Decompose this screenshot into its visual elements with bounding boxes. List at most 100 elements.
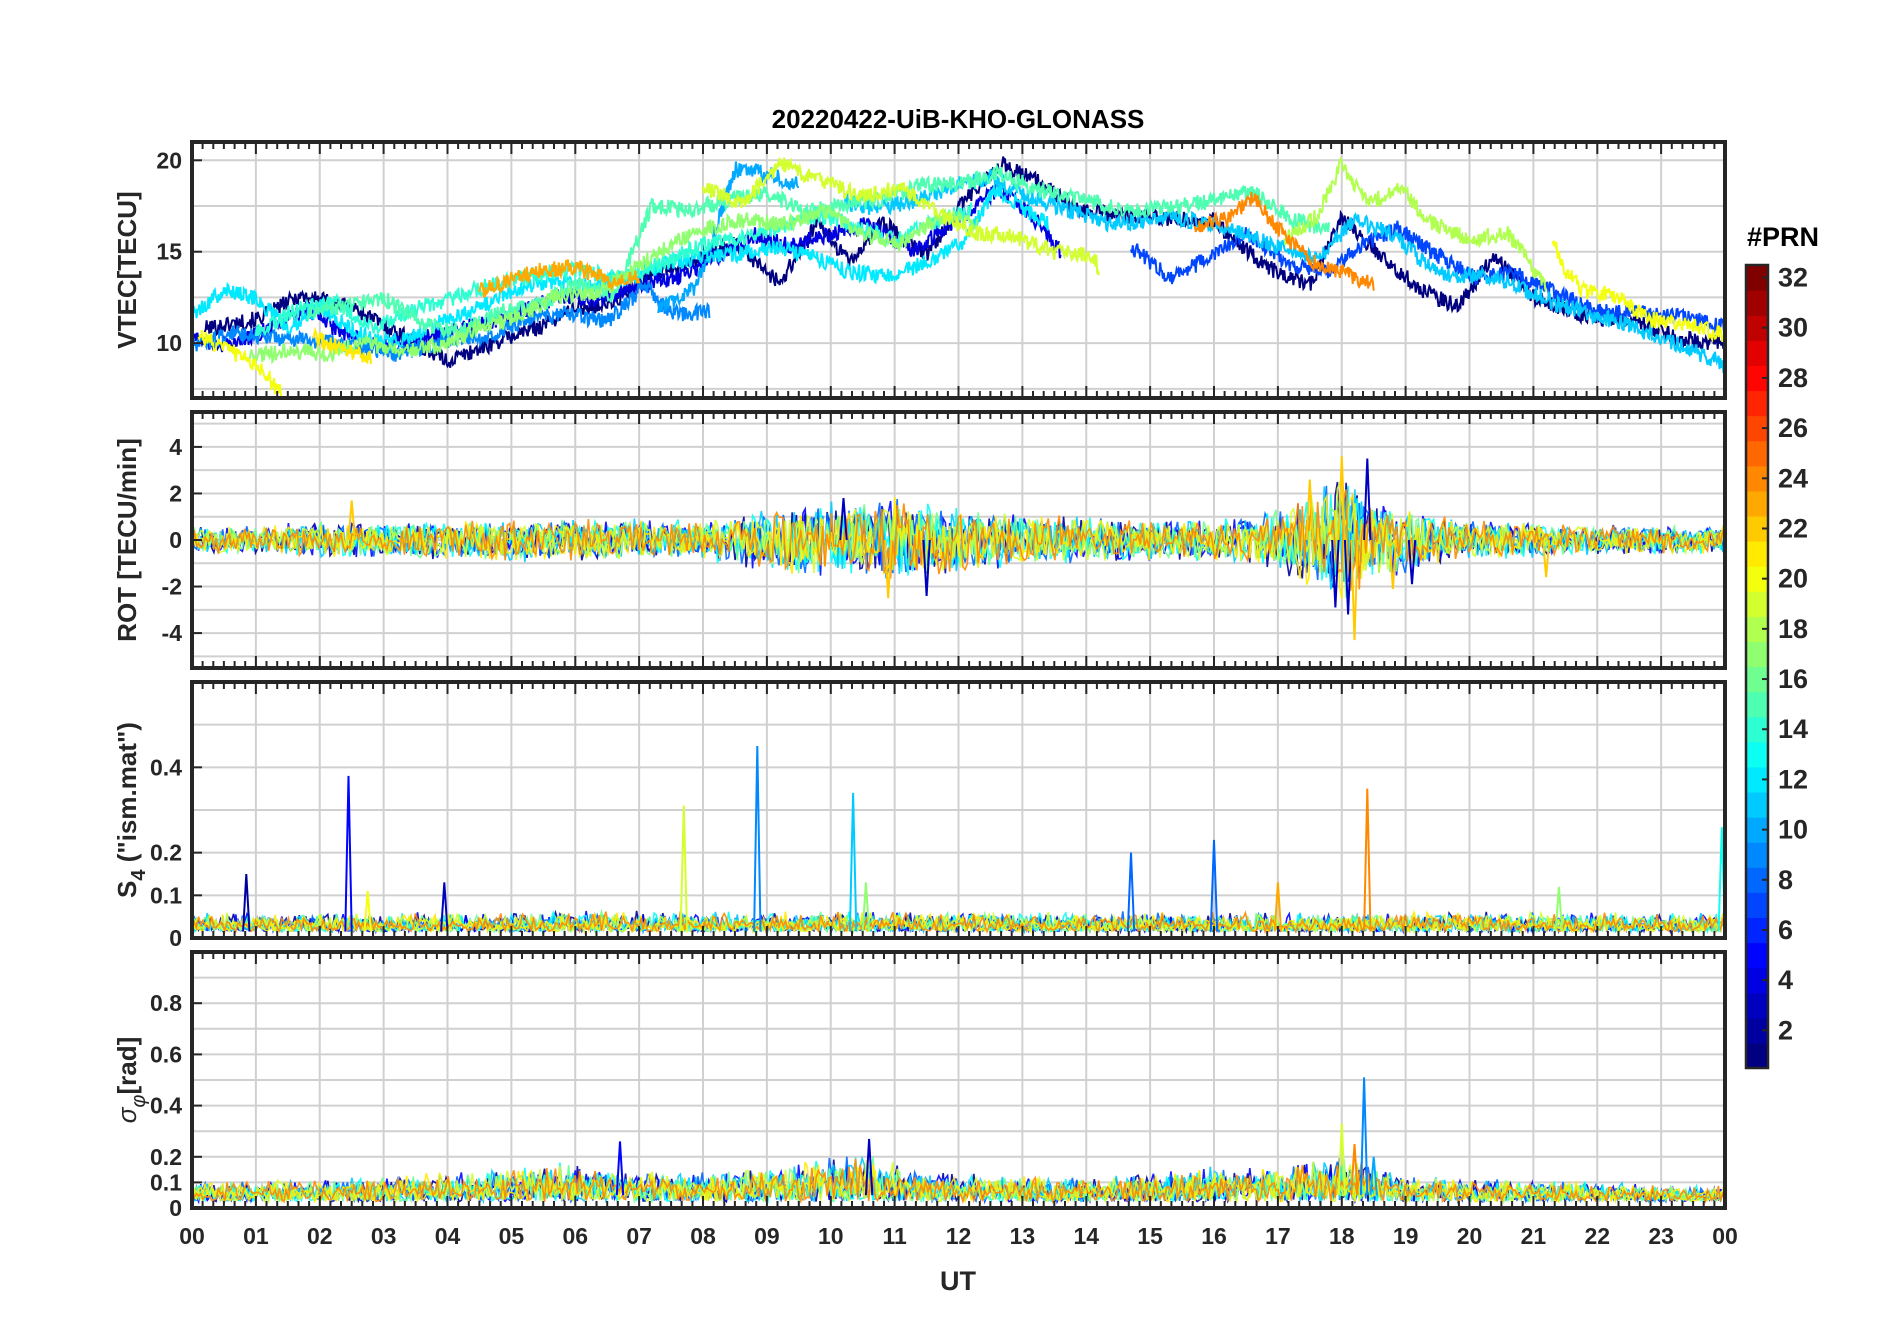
vtec-y-axis-label: VTEC[TECU] — [112, 191, 142, 348]
colorbar-tick-label: 32 — [1778, 263, 1808, 293]
y-tick-label: 0 — [169, 527, 182, 553]
rot-minor-ticks — [191, 412, 1726, 668]
x-tick-label: 12 — [946, 1223, 972, 1249]
rot-spike — [1388, 539, 1397, 589]
y-tick-label: 0.2 — [150, 1144, 182, 1170]
s4-spike — [1209, 839, 1219, 932]
colorbar-band — [1746, 290, 1768, 316]
colorbar-band — [1746, 691, 1768, 718]
colorbar-band — [1746, 942, 1768, 969]
x-tick-label: 21 — [1521, 1223, 1547, 1249]
y-tick-label: 0.8 — [150, 990, 182, 1016]
y-tick-label: 15 — [156, 239, 182, 265]
s4-spike — [1554, 886, 1564, 932]
colorbar-tick-label: 6 — [1778, 915, 1793, 945]
colorbar-band — [1746, 390, 1768, 417]
vtec-series-prn-24 — [1193, 191, 1375, 291]
colorbar-band — [1746, 440, 1768, 467]
s4-spike — [344, 775, 353, 932]
x-tick-label: 13 — [1010, 1223, 1036, 1249]
y-tick-label: 0.4 — [150, 754, 182, 780]
s4-spike — [440, 882, 449, 932]
colorbar-band — [1746, 641, 1768, 668]
colorbar-band — [1746, 817, 1768, 843]
y-tick-label: -2 — [162, 574, 182, 600]
rot-spike — [1305, 479, 1314, 541]
colorbar-tick-label: 14 — [1778, 714, 1808, 744]
sigma_phi-minor-ticks — [191, 952, 1726, 1208]
vtec-series-prn-19 — [702, 157, 1100, 276]
colorbar-tick-label: 18 — [1778, 614, 1808, 644]
colorbar-band — [1746, 741, 1768, 768]
s4-spike — [1363, 788, 1372, 932]
colorbar-band — [1746, 892, 1768, 919]
colorbar-tick-label: 22 — [1778, 513, 1808, 543]
sigma_phi-tick-marks — [191, 952, 1726, 1208]
vtec-series-prn-21 — [312, 326, 372, 365]
colorbar-frame — [1744, 263, 1770, 1070]
y-tick-label: 20 — [156, 147, 182, 173]
vtec-series-prn-23 — [478, 259, 641, 298]
x-tick-label: 10 — [818, 1223, 844, 1249]
x-tick-label: 02 — [307, 1223, 333, 1249]
s4-spike — [679, 805, 688, 932]
colorbar-band — [1746, 541, 1768, 567]
colorbar-band — [1746, 716, 1768, 743]
vtec-series-prn-12 — [192, 184, 1049, 351]
vtec-series-prn-14 — [254, 202, 973, 337]
rot-spike — [1542, 539, 1551, 578]
x-tick-label: 16 — [1201, 1223, 1227, 1249]
x-tick-label: 05 — [499, 1223, 525, 1249]
x-tick-label: 19 — [1393, 1223, 1419, 1249]
x-tick-label: 18 — [1329, 1223, 1355, 1249]
vtec-series-prn-17 — [248, 204, 979, 365]
x-tick-label: 08 — [690, 1223, 716, 1249]
rot-spike — [1350, 539, 1359, 641]
colorbar-band — [1746, 842, 1768, 868]
colorbar-band — [1746, 1017, 1768, 1044]
colorbar-band — [1746, 992, 1768, 1019]
rot-y-axis-label: ROT [TECU/min] — [112, 438, 142, 642]
rot-tick-marks — [191, 412, 1726, 668]
x-tick-label: 04 — [435, 1223, 461, 1249]
x-tick-label: 11 — [882, 1223, 907, 1249]
x-tick-label: 14 — [1073, 1223, 1099, 1249]
y-tick-label: 2 — [169, 480, 182, 506]
y-tick-label: 0.1 — [150, 882, 182, 908]
colorbar-band — [1746, 566, 1768, 592]
y-tick-label: 0.4 — [150, 1093, 182, 1119]
vtec-minor-ticks — [191, 142, 1726, 398]
x-tick-label: 01 — [243, 1223, 269, 1249]
chart-title: 20220422-UiB-KHO-GLONASS — [772, 104, 1145, 134]
rot-panel: -4 -2 0 2 4 ROT [TECU/min] — [112, 410, 1727, 670]
colorbar-title: #PRN — [1747, 222, 1819, 252]
sigma_phi-spike — [1350, 1143, 1359, 1196]
vtec-series-group — [192, 156, 1725, 398]
rot-spike — [922, 539, 931, 596]
colorbar-band — [1746, 315, 1768, 341]
s4-spike — [861, 882, 871, 932]
colorbar-band — [1746, 515, 1768, 542]
rot-series-group — [192, 456, 1725, 641]
s4-tick-marks — [191, 682, 1726, 938]
rot-spike — [1331, 539, 1340, 608]
colorbar-band — [1746, 265, 1768, 291]
rot-spike — [347, 500, 356, 541]
s4-panel: 0 0.1 0.2 0.4S4 ("ism.mat") — [112, 680, 1727, 951]
y-tick-label: 0.1 — [150, 1169, 182, 1195]
rot-spike — [1337, 456, 1346, 541]
y-tick-label: 0 — [169, 925, 182, 951]
colorbar-tick-label: 20 — [1778, 564, 1808, 594]
sigma_phi-spike — [1337, 1123, 1346, 1196]
vtec-tick-marks — [191, 142, 1726, 398]
s4-y-axis-label: S4 ("ism.mat") — [112, 722, 150, 898]
x-tick-label: 17 — [1265, 1223, 1291, 1249]
colorbar-band — [1746, 490, 1768, 517]
sigma_phi-spike — [1359, 1077, 1369, 1196]
colorbar-band — [1746, 591, 1768, 617]
s4-minor-ticks — [191, 682, 1726, 938]
s4-spike — [363, 891, 372, 932]
sigma_phi-spike — [615, 1141, 625, 1196]
colorbar-tick-label: 2 — [1778, 1015, 1793, 1045]
